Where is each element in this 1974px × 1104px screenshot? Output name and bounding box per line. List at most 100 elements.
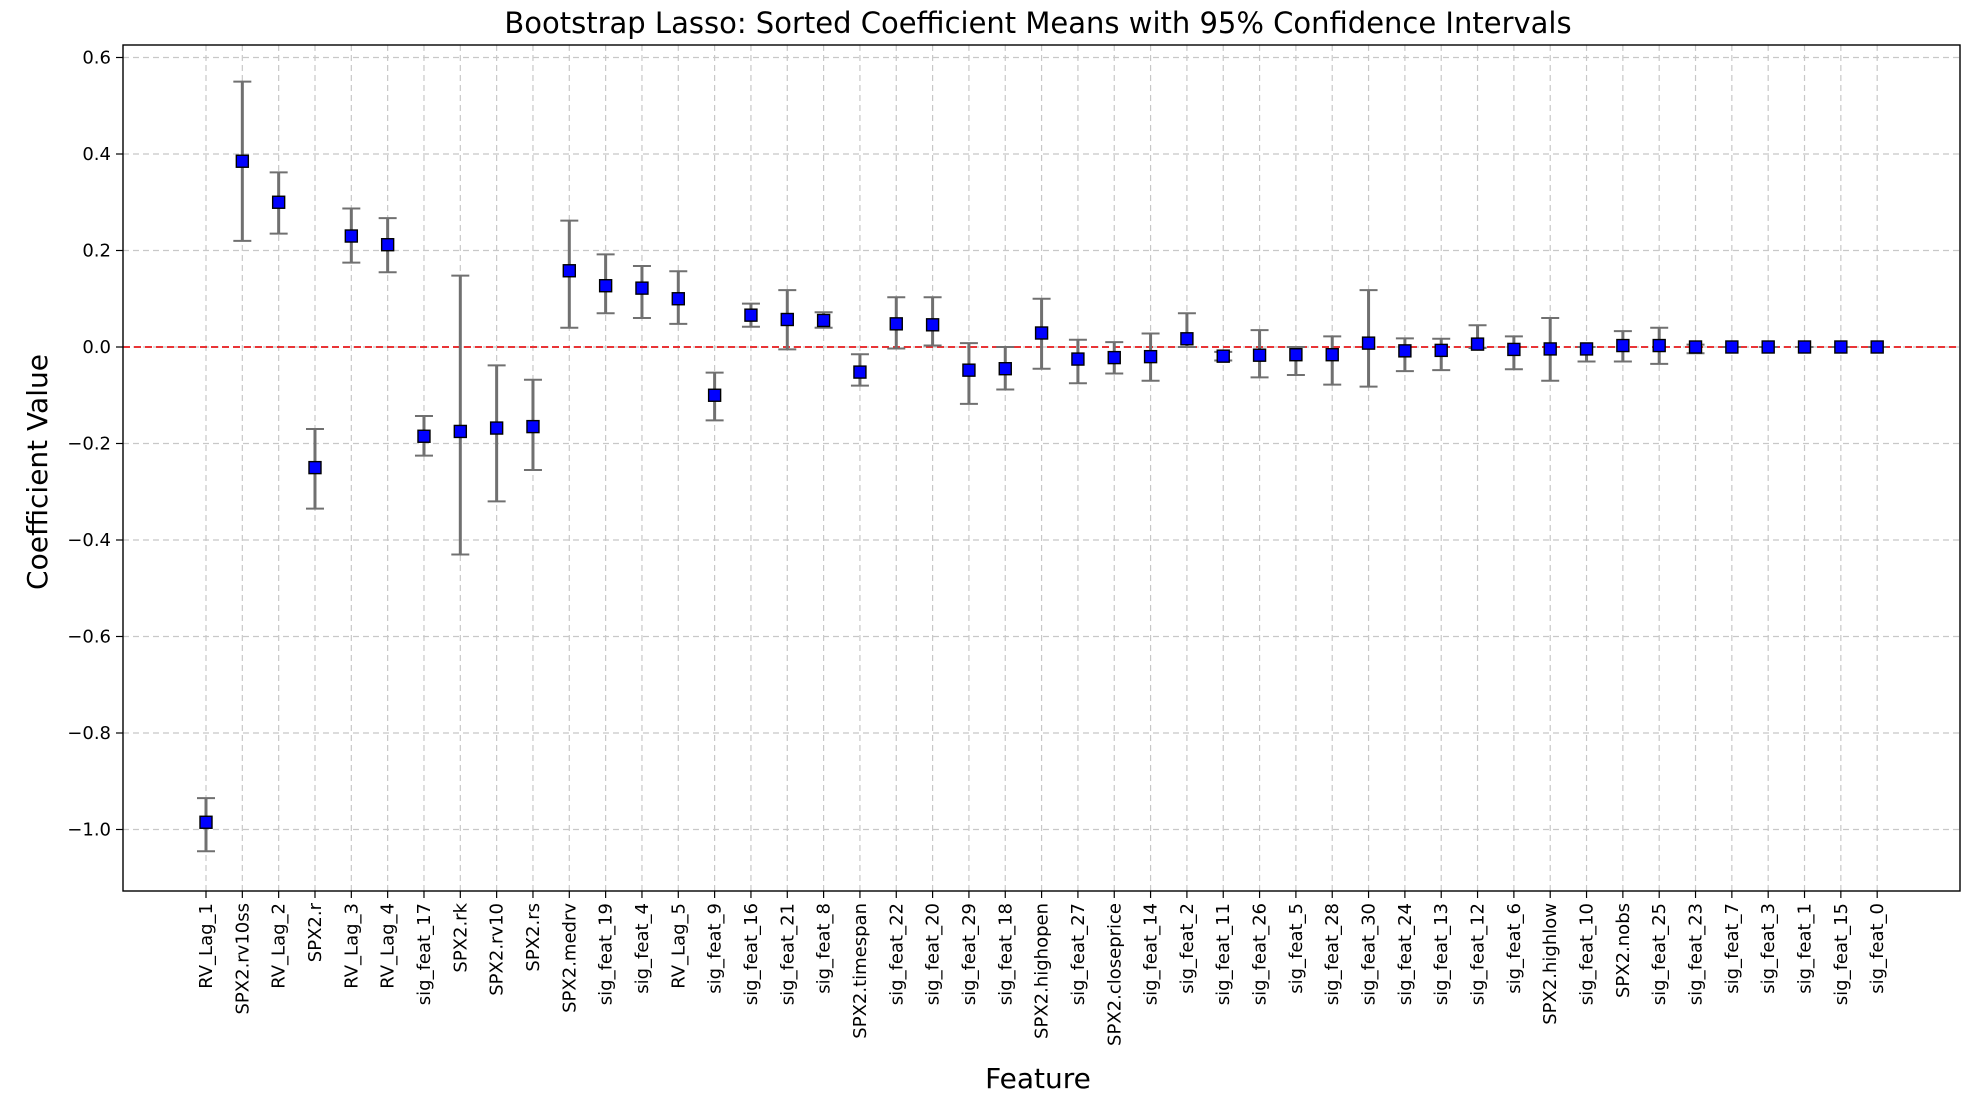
x-tick-label: sig_feat_8 bbox=[814, 903, 835, 994]
x-tick-label: sig_feat_1 bbox=[1795, 903, 1816, 994]
mean-marker bbox=[1107, 350, 1121, 365]
mean-marker bbox=[1398, 344, 1412, 358]
mean-marker bbox=[1761, 340, 1775, 354]
x-tick-label: sig_feat_7 bbox=[1722, 903, 1743, 994]
x-tick-label: SPX2.highlow bbox=[1540, 903, 1561, 1025]
x-tick-label: sig_feat_28 bbox=[1322, 903, 1343, 1005]
x-tick-label: sig_feat_9 bbox=[705, 903, 726, 994]
mean-marker bbox=[1688, 340, 1703, 354]
x-tick-label: sig_feat_14 bbox=[1141, 903, 1162, 1005]
x-tick-label: sig_feat_20 bbox=[923, 903, 944, 1005]
mean-marker bbox=[1325, 348, 1339, 362]
y-tick-label: −0.6 bbox=[67, 627, 111, 648]
x-tick-label: sig_feat_2 bbox=[1177, 903, 1198, 994]
mean-marker bbox=[1616, 338, 1630, 353]
mean-marker bbox=[1071, 352, 1085, 366]
mean-marker bbox=[1543, 342, 1557, 356]
mean-marker bbox=[998, 362, 1012, 376]
mean-marker bbox=[598, 279, 613, 293]
mean-marker bbox=[1216, 349, 1230, 363]
x-tick-label: sig_feat_4 bbox=[632, 903, 653, 994]
mean-marker bbox=[962, 363, 976, 377]
x-tick-label: sig_feat_12 bbox=[1468, 903, 1489, 1005]
mean-marker bbox=[562, 264, 576, 278]
mean-marker bbox=[453, 424, 468, 439]
mean-marker bbox=[526, 419, 540, 434]
mean-marker bbox=[1361, 336, 1376, 350]
mean-marker bbox=[1143, 349, 1158, 364]
mean-marker bbox=[780, 312, 794, 327]
x-tick-label: RV_Lag_3 bbox=[341, 903, 362, 989]
mean-marker bbox=[1470, 337, 1485, 351]
mean-marker bbox=[1252, 348, 1267, 362]
mean-marker bbox=[1834, 340, 1848, 354]
mean-markers bbox=[199, 154, 1884, 829]
x-tick-label: RV_Lag_4 bbox=[378, 903, 399, 989]
x-tick-label: SPX2.rv10ss bbox=[232, 903, 253, 1015]
mean-marker bbox=[271, 195, 286, 209]
x-tick-label: SPX2.highopen bbox=[1032, 903, 1053, 1039]
mean-marker bbox=[1507, 342, 1521, 357]
x-tick-label: sig_feat_13 bbox=[1431, 903, 1452, 1005]
x-tick-label: sig_feat_21 bbox=[777, 903, 798, 1005]
mean-marker bbox=[344, 229, 359, 243]
x-tick-label: SPX2.rk bbox=[450, 902, 471, 972]
mean-marker bbox=[417, 429, 431, 443]
x-tick-label: sig_feat_10 bbox=[1577, 903, 1598, 1005]
x-tick-label: sig_feat_3 bbox=[1758, 903, 1779, 994]
x-tick-label: sig_feat_30 bbox=[1359, 903, 1380, 1005]
x-tick-label: SPX2.medrv bbox=[559, 903, 580, 1013]
y-axis-ticks: 0.6 0.4 0.2 0.0 −0.2 −0.4 −0.6 −0.8 −1.0 bbox=[67, 48, 123, 841]
mean-marker bbox=[489, 421, 504, 435]
mean-marker bbox=[635, 281, 649, 295]
x-tick-label: sig_feat_23 bbox=[1686, 903, 1707, 1005]
y-tick-label: 0.0 bbox=[82, 337, 111, 358]
mean-marker bbox=[1034, 326, 1049, 340]
x-tick-label: sig_feat_5 bbox=[1286, 903, 1307, 994]
x-tick-label: sig_feat_0 bbox=[1867, 903, 1888, 994]
x-tick-label: sig_feat_24 bbox=[1395, 903, 1416, 1005]
mean-marker bbox=[816, 313, 831, 328]
x-tick-label: SPX2.rv10 bbox=[487, 903, 508, 996]
mean-marker bbox=[1289, 348, 1303, 362]
x-tick-label: sig_feat_11 bbox=[1213, 903, 1234, 1005]
x-tick-label: sig_feat_6 bbox=[1504, 903, 1525, 994]
y-tick-label: 0.6 bbox=[82, 48, 111, 69]
mean-marker bbox=[889, 317, 903, 331]
mean-marker bbox=[199, 815, 213, 829]
x-tick-label: sig_feat_18 bbox=[995, 903, 1016, 1005]
x-tick-label: SPX2.closeprice bbox=[1104, 903, 1125, 1046]
grid-lines bbox=[123, 45, 1960, 891]
mean-marker bbox=[1870, 340, 1884, 354]
mean-marker bbox=[308, 460, 322, 475]
mean-marker bbox=[1579, 342, 1594, 356]
mean-marker bbox=[1797, 340, 1812, 354]
y-tick-label: −0.8 bbox=[67, 723, 111, 744]
y-axis-label: Coefficient Value bbox=[21, 354, 54, 590]
x-tick-label: SPX2.rs bbox=[523, 903, 544, 972]
mean-marker bbox=[1180, 332, 1194, 346]
x-axis-ticks: RV_Lag_1 SPX2.rv10ss RV_Lag_2 SPX2.r RV_Lag_… bbox=[196, 891, 1888, 1046]
x-tick-label: SPX2.nobs bbox=[1613, 903, 1634, 998]
mean-marker bbox=[1434, 343, 1448, 358]
x-tick-label: sig_feat_15 bbox=[1831, 903, 1852, 1005]
x-tick-label: sig_feat_17 bbox=[414, 903, 435, 1005]
x-tick-label: RV_Lag_1 bbox=[196, 903, 217, 989]
x-tick-label: sig_feat_22 bbox=[886, 903, 907, 1005]
y-tick-label: −1.0 bbox=[67, 820, 111, 841]
mean-marker bbox=[1725, 340, 1739, 354]
x-axis-label: Feature bbox=[985, 1062, 1091, 1095]
mean-marker bbox=[380, 238, 395, 252]
mean-marker bbox=[671, 292, 685, 306]
x-tick-label: RV_Lag_2 bbox=[269, 903, 290, 989]
x-tick-label: SPX2.timespan bbox=[850, 903, 871, 1039]
x-tick-label: sig_feat_26 bbox=[1250, 903, 1271, 1005]
x-tick-label: sig_feat_27 bbox=[1068, 903, 1089, 1005]
y-tick-label: 0.4 bbox=[82, 144, 111, 165]
mean-marker bbox=[925, 318, 940, 332]
chart-title: Bootstrap Lasso: Sorted Coefficient Mean… bbox=[504, 6, 1571, 40]
y-tick-label: 0.2 bbox=[82, 241, 111, 262]
x-tick-label: sig_feat_19 bbox=[596, 903, 617, 1005]
mean-marker bbox=[235, 154, 250, 168]
y-tick-label: −0.4 bbox=[67, 530, 111, 551]
